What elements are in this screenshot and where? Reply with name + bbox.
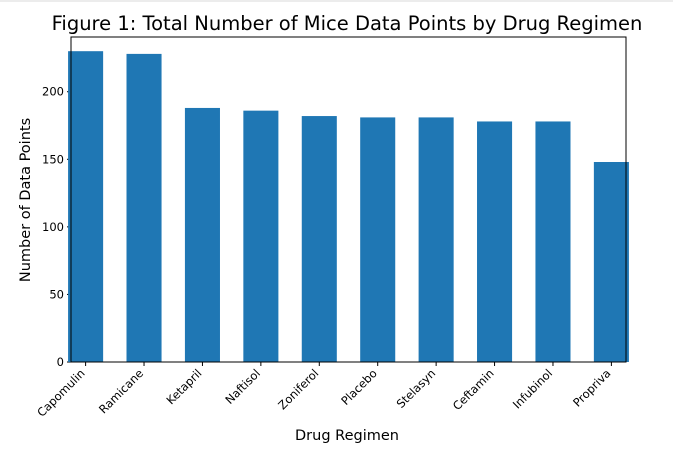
x-axis-title: Drug Regimen	[295, 428, 399, 444]
plot-area-frame	[70, 36, 627, 363]
bar-ceftamin	[477, 121, 513, 362]
y-tick-label: 50	[49, 287, 64, 301]
chart-title: Figure 1: Total Number of Mice Data Poin…	[52, 12, 643, 35]
y-tick-label: 200	[42, 85, 64, 99]
bar-ramicane	[126, 53, 162, 362]
x-tick-label-capomulin: Capomulin	[34, 366, 87, 419]
bars-group	[68, 51, 629, 363]
x-tick-label-zoniferol: Zoniferol	[275, 366, 321, 412]
bar-stelasyn	[418, 117, 454, 363]
x-axis: Capomulin Ramicane Ketapril Naftisol Zonifer…	[34, 362, 614, 420]
bar-infubinol	[535, 121, 571, 362]
x-tick-label-infubinol: Infubinol	[510, 366, 555, 411]
bar-capomulin	[68, 51, 104, 363]
x-tick-label-stelasyn: Stelasyn	[394, 366, 439, 411]
top-divider	[0, 0, 673, 2]
y-axis-title: Number of Data Points	[18, 118, 34, 282]
x-tick-label-naftisol: Naftisol	[222, 366, 263, 407]
bar-placebo	[360, 117, 396, 363]
y-tick-label: 100	[42, 220, 64, 234]
bar-naftisol	[243, 110, 279, 362]
x-tick-label-ketapril: Ketapril	[164, 366, 205, 407]
bar-zoniferol	[301, 116, 337, 363]
bar-propriva	[593, 162, 629, 362]
x-tick-label-propriva: Propriva	[570, 366, 613, 409]
y-axis: 0 50 100 150 200	[42, 85, 71, 369]
y-tick-label: 150	[42, 152, 64, 166]
x-tick-label-ceftamin: Ceftamin	[450, 366, 497, 413]
bar-ketapril	[184, 107, 220, 362]
y-tick-label: 0	[57, 355, 64, 369]
x-tick-label-placebo: Placebo	[338, 366, 380, 408]
x-tick-label-ramicane: Ramicane	[96, 366, 146, 416]
